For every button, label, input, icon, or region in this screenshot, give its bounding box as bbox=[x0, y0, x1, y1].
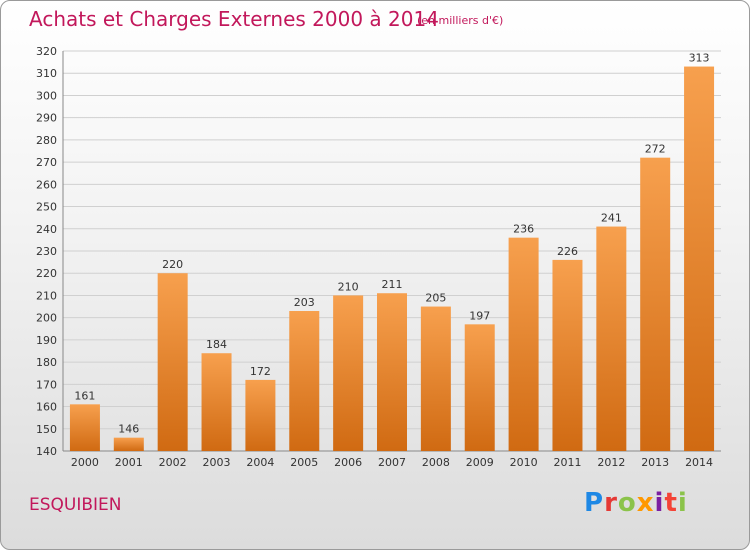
chart-subtitle: (en milliers d'€) bbox=[417, 14, 504, 27]
x-tick-label: 2007 bbox=[378, 456, 406, 469]
bar bbox=[377, 293, 407, 451]
bar bbox=[333, 295, 364, 451]
data-label: 272 bbox=[645, 143, 666, 156]
bar bbox=[289, 311, 320, 451]
y-tick-label: 290 bbox=[36, 112, 57, 125]
data-label: 236 bbox=[513, 223, 534, 236]
x-tick-label: 2010 bbox=[510, 456, 538, 469]
data-label: 205 bbox=[425, 292, 446, 305]
data-labels: 161 146 220 184 172 203 210 211 205 197 236 226 241 2… bbox=[74, 52, 709, 436]
axes: 140 150 160 170 180 190 200 210 220 230 240 250 260 2… bbox=[36, 45, 721, 469]
x-tick-label: 2012 bbox=[597, 456, 625, 469]
y-tick-label: 240 bbox=[36, 223, 57, 236]
data-label: 313 bbox=[689, 52, 710, 65]
bar bbox=[552, 259, 583, 451]
data-label: 172 bbox=[250, 365, 271, 378]
logo-letter: o bbox=[617, 488, 637, 518]
bar bbox=[508, 237, 539, 451]
bar bbox=[464, 324, 495, 451]
data-label: 197 bbox=[469, 309, 490, 322]
x-tick-label: 2002 bbox=[159, 456, 187, 469]
y-tick-label: 150 bbox=[36, 423, 57, 436]
proxiti-logo[interactable]: Proxiti bbox=[584, 488, 688, 518]
x-tick-label: 2004 bbox=[246, 456, 274, 469]
x-tick-label: 2005 bbox=[290, 456, 318, 469]
commune-name: ESQUIBIEN bbox=[29, 495, 122, 515]
x-tick-label: 2014 bbox=[685, 456, 713, 469]
bar bbox=[420, 306, 451, 451]
y-tick-label: 220 bbox=[36, 267, 57, 280]
data-label: 220 bbox=[162, 258, 183, 271]
y-tick-label: 140 bbox=[36, 445, 57, 458]
x-tick-label: 2013 bbox=[641, 456, 669, 469]
bar bbox=[640, 157, 671, 451]
logo-letter: P bbox=[584, 488, 605, 518]
data-label: 210 bbox=[338, 280, 359, 293]
y-tick-label: 320 bbox=[36, 45, 57, 58]
y-tick-label: 300 bbox=[36, 89, 57, 102]
y-tick-label: 260 bbox=[36, 178, 57, 191]
bar bbox=[596, 226, 627, 451]
bar bbox=[684, 66, 715, 452]
data-label: 226 bbox=[557, 245, 578, 258]
y-tick-label: 210 bbox=[36, 289, 57, 302]
bar bbox=[201, 353, 232, 451]
data-label: 184 bbox=[206, 338, 227, 351]
y-tick-label: 200 bbox=[36, 312, 57, 325]
logo-letter: i bbox=[654, 488, 665, 518]
x-tick-label: 2009 bbox=[466, 456, 494, 469]
y-tick-label: 310 bbox=[36, 67, 57, 80]
y-tick-label: 180 bbox=[36, 356, 57, 369]
logo-letter: t bbox=[664, 488, 678, 518]
y-tick-label: 280 bbox=[36, 134, 57, 147]
bar bbox=[157, 273, 188, 451]
data-label: 241 bbox=[601, 212, 622, 225]
logo-letter: x bbox=[636, 488, 655, 518]
y-tick-label: 250 bbox=[36, 201, 57, 214]
x-tick-label: 2008 bbox=[422, 456, 450, 469]
chart-title: Achats et Charges Externes 2000 à 2014 bbox=[29, 7, 439, 31]
bars bbox=[69, 66, 715, 452]
y-tick-label: 170 bbox=[36, 378, 57, 391]
x-tick-label: 2011 bbox=[553, 456, 581, 469]
logo-letter: i bbox=[677, 488, 688, 518]
data-label: 146 bbox=[118, 423, 139, 436]
data-label: 211 bbox=[382, 278, 403, 291]
bar bbox=[113, 437, 144, 451]
logo-letter: r bbox=[604, 488, 618, 518]
y-tick-label: 230 bbox=[36, 245, 57, 258]
y-tick-label: 270 bbox=[36, 156, 57, 169]
bar bbox=[69, 404, 100, 451]
y-tick-label: 160 bbox=[36, 401, 57, 414]
data-label: 203 bbox=[294, 296, 315, 309]
x-tick-label: 2003 bbox=[203, 456, 231, 469]
data-label: 161 bbox=[74, 389, 95, 402]
x-tick-label: 2006 bbox=[334, 456, 362, 469]
bar bbox=[245, 379, 276, 451]
y-tick-label: 190 bbox=[36, 334, 57, 347]
x-tick-label: 2000 bbox=[71, 456, 99, 469]
x-tick-label: 2001 bbox=[115, 456, 143, 469]
